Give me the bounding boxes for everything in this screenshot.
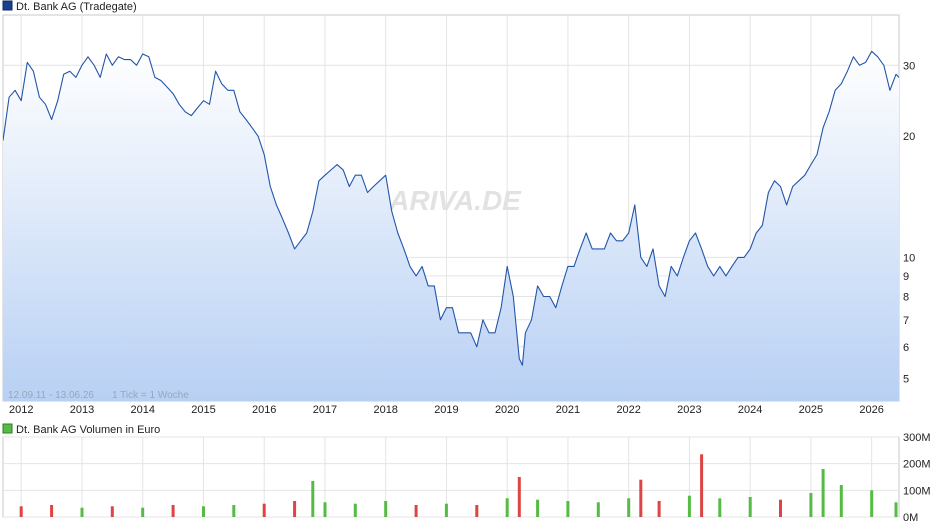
- price-area-fill: [3, 51, 899, 401]
- range-text: 12.09.11 - 13.06.26: [8, 390, 94, 401]
- price-y-ticks: 5 6 7 8 9 10 20 30: [903, 60, 915, 385]
- volume-y-tick-label: 0M: [903, 512, 918, 524]
- tick-text: 1 Tick = 1 Woche: [112, 390, 189, 401]
- volume-bar: [517, 477, 521, 517]
- volume-bar: [384, 501, 388, 517]
- volume-bar: [311, 481, 315, 517]
- price-y-tick-label: 6: [903, 342, 909, 354]
- volume-bar: [505, 498, 509, 517]
- volume-bar: [232, 505, 236, 517]
- volume-bar: [748, 497, 752, 517]
- volume-bar: [566, 501, 570, 517]
- x-tick-label: 2024: [738, 404, 762, 416]
- volume-bar: [50, 505, 54, 517]
- volume-bar: [596, 502, 600, 517]
- x-tick-label: 2013: [70, 404, 94, 416]
- price-legend-label: Dt. Bank AG (Tradegate): [16, 1, 137, 13]
- volume-bar: [687, 495, 691, 517]
- volume-bar: [700, 454, 704, 517]
- volume-bar: [718, 498, 722, 517]
- price-y-tick-label: 20: [903, 131, 915, 143]
- volume-bar: [536, 499, 540, 517]
- volume-y-tick-label: 100M: [903, 485, 931, 497]
- volume-bar: [293, 501, 297, 517]
- volume-legend-swatch: [2, 423, 13, 434]
- volume-bar: [657, 501, 661, 517]
- price-area: [3, 51, 899, 401]
- volume-legend-label: Dt. Bank AG Volumen in Euro: [16, 424, 160, 436]
- x-tick-label: 2025: [799, 404, 823, 416]
- price-line-group: [3, 50, 899, 366]
- volume-bar: [202, 506, 205, 517]
- volume-bar: [171, 505, 175, 517]
- x-tick-label: 2014: [130, 404, 154, 416]
- volume-bar: [323, 502, 327, 517]
- price-legend-swatch: [2, 0, 13, 11]
- volume-bar: [19, 506, 23, 517]
- volume-bar: [639, 479, 643, 517]
- volume-bar: [839, 485, 843, 517]
- volume-bar: [475, 505, 479, 517]
- volume-bar: [80, 507, 84, 517]
- price-y-tick-label: 10: [903, 252, 915, 264]
- volume-bar: [870, 490, 874, 517]
- x-tick-label: 2017: [313, 404, 337, 416]
- volume-y-tick-label: 200M: [903, 459, 931, 471]
- volume-y-ticks: 0M 100M 200M 300M: [903, 432, 931, 524]
- volume-bar: [894, 502, 898, 517]
- volume-bar: [809, 493, 813, 517]
- volume-bar: [353, 503, 357, 517]
- volume-bar: [110, 506, 114, 517]
- volume-bar: [414, 505, 418, 517]
- volume-bar: [444, 503, 448, 517]
- x-tick-label: 2016: [252, 404, 276, 416]
- x-tick-label: 2012: [9, 404, 33, 416]
- watermark: ARIVA.DE: [388, 185, 522, 216]
- volume-bar: [627, 498, 631, 517]
- x-tick-label: 2020: [495, 404, 519, 416]
- price-y-tick-label: 8: [903, 291, 909, 303]
- volume-bar: [262, 503, 266, 517]
- x-tick-label: 2015: [191, 404, 215, 416]
- price-y-tick-label: 30: [903, 60, 915, 72]
- x-axis-labels: 2012 2013 2014 2015 2016 2017 2018 2019 2020 2021…: [9, 404, 884, 416]
- volume-bar: [821, 469, 825, 517]
- price-y-tick-label: 5: [903, 374, 909, 386]
- price-y-tick-label: 9: [903, 271, 909, 283]
- price-y-tick-label: 7: [903, 315, 909, 327]
- price-line: [3, 50, 899, 366]
- x-tick-label: 2022: [616, 404, 640, 416]
- volume-bar: [779, 499, 782, 517]
- x-tick-label: 2021: [556, 404, 580, 416]
- x-tick-label: 2026: [859, 404, 883, 416]
- x-tick-label: 2018: [373, 404, 397, 416]
- x-tick-label: 2019: [434, 404, 458, 416]
- x-tick-label: 2023: [677, 404, 701, 416]
- volume-bar: [141, 507, 145, 517]
- volume-y-tick-label: 300M: [903, 432, 931, 444]
- volume-plot-area: [2, 436, 900, 518]
- volume-bars: [19, 454, 898, 517]
